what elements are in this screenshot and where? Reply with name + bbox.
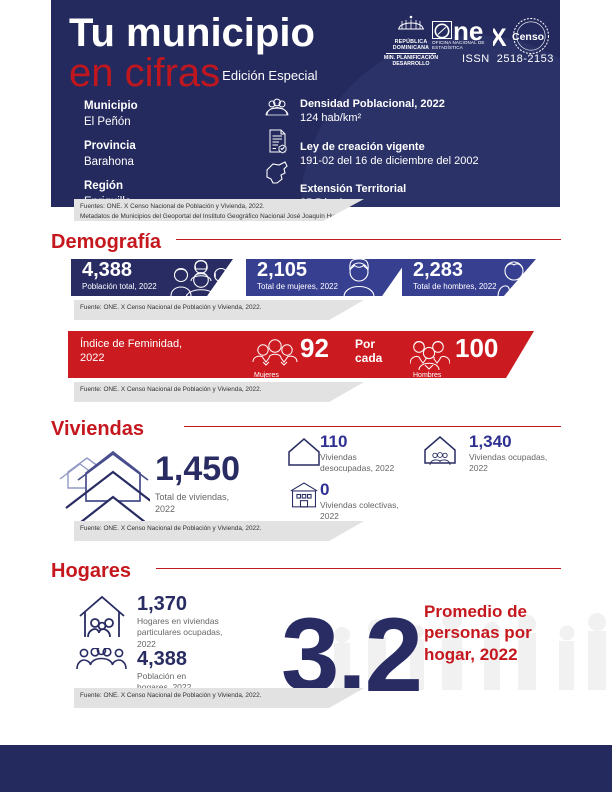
svg-text:Censo: Censo (512, 31, 544, 43)
svg-text:X: X (493, 24, 507, 52)
